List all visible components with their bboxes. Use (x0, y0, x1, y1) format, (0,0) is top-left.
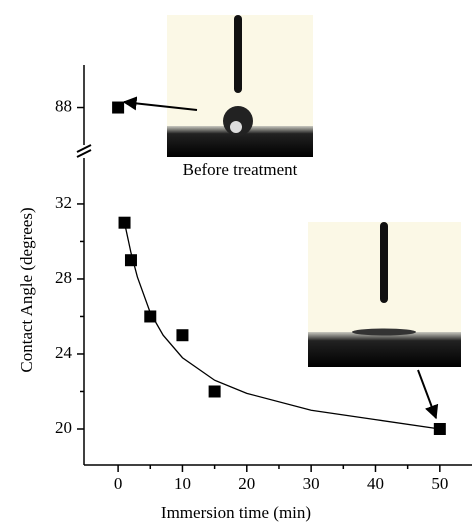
x-tick-label: 0 (114, 474, 123, 493)
point (124, 254, 137, 267)
point (112, 101, 125, 114)
x-tick-label: 50 (431, 474, 448, 493)
point (208, 385, 221, 398)
inset-before (167, 15, 313, 157)
point (144, 310, 157, 323)
inset-after (308, 222, 461, 367)
fit-curve (123, 222, 440, 430)
y-axis-label: Contact Angle (degrees) (17, 207, 36, 372)
y-tick-label: 28 (55, 268, 72, 287)
x-tick-label: 10 (174, 474, 191, 493)
arrow (417, 369, 439, 420)
arrow (122, 96, 198, 111)
annotation: Before treatment (183, 160, 298, 179)
y-tick-label: 20 (55, 418, 72, 437)
x-tick-label: 30 (303, 474, 320, 493)
x-tick-label: 40 (367, 474, 384, 493)
y-tick-label: 32 (55, 193, 72, 212)
y-tick-label: 24 (55, 343, 73, 362)
x-tick-label: 20 (238, 474, 255, 493)
y-tick-label: 88 (55, 96, 72, 115)
point (176, 329, 189, 342)
point (433, 422, 446, 435)
point (118, 216, 131, 229)
x-axis-label: Immersion time (min) (161, 503, 311, 522)
